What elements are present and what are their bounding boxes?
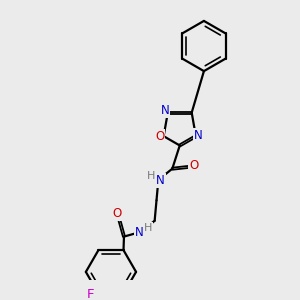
Text: N: N xyxy=(160,104,169,117)
Text: N: N xyxy=(156,174,165,187)
Text: F: F xyxy=(87,288,95,300)
Text: N: N xyxy=(194,129,203,142)
Text: H: H xyxy=(147,171,155,181)
Text: O: O xyxy=(155,130,165,143)
Text: N: N xyxy=(134,226,143,239)
Text: O: O xyxy=(112,207,121,220)
Text: O: O xyxy=(189,159,198,172)
Text: H: H xyxy=(144,223,152,233)
